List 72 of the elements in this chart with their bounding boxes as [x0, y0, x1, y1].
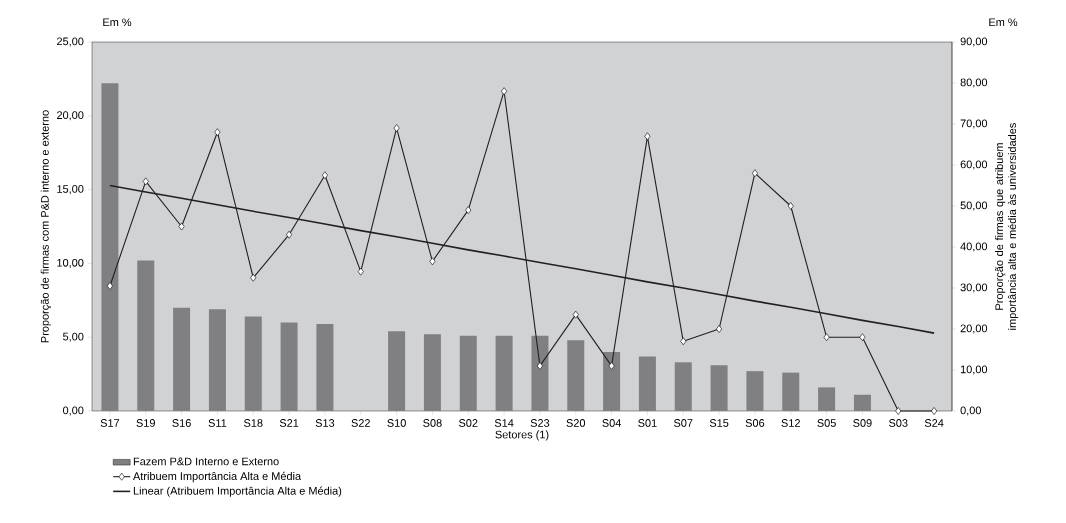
x-tick-label: S18 — [244, 419, 263, 427]
point — [895, 407, 902, 415]
point — [823, 333, 830, 342]
y2-tick-label: 40,00 — [960, 242, 988, 252]
x-tick-label: S19 — [136, 419, 155, 427]
point — [178, 222, 185, 231]
x-tick-label: S08 — [423, 419, 442, 427]
y2-tick-label: 30,00 — [960, 283, 988, 293]
point — [429, 257, 436, 266]
point — [787, 202, 794, 210]
point — [106, 282, 113, 290]
point — [931, 407, 938, 415]
x-tick-label: S21 — [279, 419, 299, 427]
x-tick-label: S14 — [494, 419, 514, 427]
y-axis-title: Proporção de firmas com P&D interno e externo — [40, 110, 51, 343]
text: Em % — [989, 18, 1018, 27]
y-tick-label: 0,00 — [62, 406, 84, 416]
x-axis-title: Setores (1) — [495, 430, 549, 441]
x-tick-label: S11 — [208, 419, 227, 427]
point — [214, 128, 221, 137]
text: Em % — [103, 18, 132, 27]
point — [142, 177, 149, 186]
point — [321, 171, 328, 180]
x-tick-label: S20 — [566, 419, 586, 427]
legend-label: Linear (Atribuem Importância Alta e Média) — [133, 486, 342, 497]
legend-label: Atribuem Importância Alta e Média — [133, 471, 302, 483]
x-tick-label: S23 — [530, 419, 550, 427]
x-tick-label: S15 — [709, 419, 729, 427]
point — [751, 169, 758, 178]
point — [501, 87, 508, 96]
x-tick-label: S22 — [351, 419, 370, 427]
point — [357, 267, 364, 276]
point — [250, 273, 257, 282]
point — [572, 310, 579, 319]
point — [465, 206, 472, 214]
x-tick-label: S01 — [638, 419, 657, 427]
legend-label: Fazem P&D Interno e Externo — [133, 457, 279, 466]
x-tick-label: S05 — [817, 419, 836, 427]
point — [644, 132, 651, 141]
x-tick-label: S12 — [781, 419, 800, 427]
y2-tick-label: 50,00 — [960, 201, 988, 211]
point — [286, 230, 293, 239]
x-tick-label: S13 — [315, 419, 335, 427]
x-tick-label: S04 — [602, 419, 622, 427]
x-tick-label: S16 — [172, 419, 191, 427]
y-tick-label: 25,00 — [57, 37, 84, 47]
y2-tick-label: 80,00 — [960, 78, 988, 88]
point — [859, 333, 866, 342]
point — [393, 124, 400, 132]
x-tick-label: S06 — [745, 419, 765, 427]
x-tick-label: S09 — [853, 419, 872, 427]
y2-tick-label: 60,00 — [960, 160, 988, 170]
y-tick-label: 10,00 — [57, 258, 84, 268]
x-tick-label: S03 — [889, 419, 908, 427]
y2-tick-label: 10,00 — [960, 365, 988, 375]
x-tick-label: S02 — [459, 419, 478, 427]
y2-tick-label: 70,00 — [960, 119, 988, 129]
y2-tick-label: 90,00 — [960, 37, 988, 47]
point — [680, 337, 687, 346]
x-tick-label: S07 — [674, 419, 693, 427]
y-tick-label: 5,00 — [63, 332, 84, 342]
point — [536, 362, 543, 370]
y2-tick-label: 0,00 — [960, 406, 981, 416]
x-tick-label: S17 — [100, 419, 120, 427]
y-tick-label: 20,00 — [57, 111, 84, 121]
point — [716, 325, 723, 333]
y2-axis-title: Proporção de firmas que atribuem importância alta e média às universidades — [995, 123, 1019, 330]
y2-tick-label: 20,00 — [960, 324, 988, 334]
point — [608, 362, 615, 370]
y-tick-label: 15,00 — [57, 185, 84, 195]
x-tick-label: S24 — [924, 419, 944, 427]
x-tick-label: S10 — [387, 419, 406, 427]
